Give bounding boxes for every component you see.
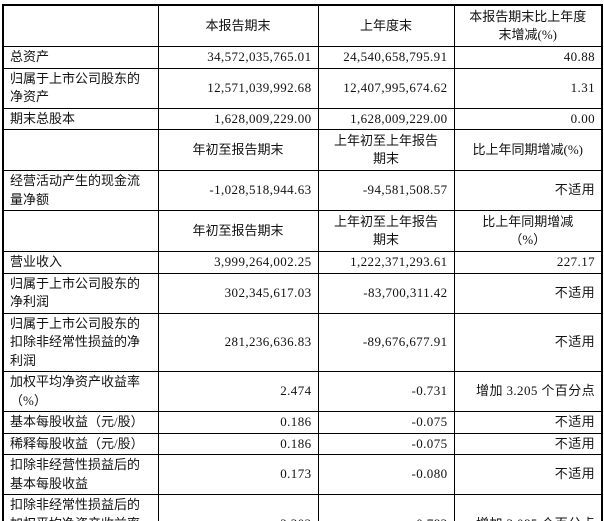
- current-period-cell: 0.186: [157, 411, 319, 434]
- change-cell: 1.31: [453, 67, 603, 109]
- prior-period-header-cell: 上年度末: [317, 4, 455, 47]
- prior-period-cell: 1,628,009,229.00: [317, 107, 455, 130]
- current-period-cell: 12,571,039,992.68: [157, 67, 319, 109]
- table-row-weighted-avg-roe-excl-nonrecurring: 扣除非经常性损益后的加权平均净资产收益率（%） 2.302 -0.783 增加 …: [2, 494, 603, 521]
- change-cell: 227.17: [453, 251, 603, 274]
- current-period-cell: 281,236,636.83: [157, 312, 319, 372]
- prior-period-cell: 24,540,658,795.91: [317, 46, 455, 69]
- table-row-total-shares: 期末总股本 1,628,009,229.00 1,628,009,229.00 …: [2, 107, 603, 130]
- row-label-cell: 基本每股收益（元/股）: [2, 411, 159, 434]
- header-row: 年初至报告期末 上年初至上年报告 期末 比上年同期增减 （%）: [2, 210, 603, 252]
- change-cell: 不适用: [453, 272, 603, 314]
- row-label-cell: [2, 4, 159, 47]
- prior-period-cell: -0.075: [317, 432, 455, 455]
- change-cell: 40.88: [453, 46, 603, 69]
- change-cell: 不适用: [453, 432, 603, 455]
- current-period-header-cell: 年初至报告期末: [157, 210, 319, 252]
- table-row-basic-eps-excl-nonrecurring: 扣除非经营性损益后的基本每股收益 0.173 -0.080 不适用: [2, 454, 603, 495]
- table-row-net-assets: 归属于上市公司股东的净资产 12,571,039,992.68 12,407,9…: [2, 67, 603, 109]
- row-label-cell: 加权平均净资产收益率（%）: [2, 371, 159, 412]
- current-period-header-cell: 年初至报告期末: [157, 129, 319, 171]
- current-period-cell: 2.302: [157, 494, 319, 521]
- current-period-cell: 0.186: [157, 432, 319, 455]
- table-row-total-assets: 总资产 34,572,035,765.01 24,540,658,795.91 …: [2, 46, 603, 69]
- prior-period-header-cell: 上年初至上年报告 期末: [317, 129, 455, 171]
- current-period-cell: 302,345,617.03: [157, 272, 319, 314]
- row-label-cell: 扣除非经营性损益后的基本每股收益: [2, 454, 159, 495]
- change-cell: 不适用: [453, 170, 603, 211]
- row-label-cell: [2, 129, 159, 171]
- row-label-cell: 扣除非经常性损益后的加权平均净资产收益率（%）: [2, 494, 159, 521]
- table-row-basic-eps: 基本每股收益（元/股） 0.186 -0.075 不适用: [2, 411, 603, 434]
- table-row-revenue: 营业收入 3,999,264,002.25 1,222,371,293.61 2…: [2, 251, 603, 274]
- prior-period-header-cell: 上年初至上年报告 期末: [317, 210, 455, 252]
- change-cell: 0.00: [453, 107, 603, 130]
- table-row-weighted-avg-roe: 加权平均净资产收益率（%） 2.474 -0.731 增加 3.205 个百分点: [2, 371, 603, 412]
- change-cell: 不适用: [453, 454, 603, 495]
- prior-period-cell: 12,407,995,674.62: [317, 67, 455, 109]
- current-period-cell: 3,999,264,002.25: [157, 251, 319, 274]
- change-cell: 不适用: [453, 411, 603, 434]
- table-row-net-profit: 归属于上市公司股东的净利润 302,345,617.03 -83,700,311…: [2, 272, 603, 314]
- current-period-cell: 0.173: [157, 454, 319, 495]
- change-header-cell: 本报告期末比上年度 末增减(%): [453, 4, 603, 47]
- table-row-diluted-eps: 稀释每股收益（元/股） 0.186 -0.075 不适用: [2, 432, 603, 455]
- change-cell: 不适用: [453, 312, 603, 372]
- row-label-cell: 经营活动产生的现金流量净额: [2, 170, 159, 211]
- header-row: 本报告期末 上年度末 本报告期末比上年度 末增减(%): [2, 4, 603, 47]
- current-period-cell: 34,572,035,765.01: [157, 46, 319, 69]
- change-cell: 增加 3.085 个百分点: [453, 494, 603, 521]
- current-period-cell: 1,628,009,229.00: [157, 107, 319, 130]
- table-row-net-profit-excl-nonrecurring: 归属于上市公司股东的扣除非经常性损益的净利润 281,236,636.83 -8…: [2, 312, 603, 372]
- prior-period-cell: -94,581,508.57: [317, 170, 455, 211]
- table-row-operating-cash-flow: 经营活动产生的现金流量净额 -1,028,518,944.63 -94,581,…: [2, 170, 603, 211]
- prior-period-cell: -0.783: [317, 494, 455, 521]
- prior-period-cell: -83,700,311.42: [317, 272, 455, 314]
- current-period-header-cell: 本报告期末: [157, 4, 319, 47]
- row-label-cell: 总资产: [2, 46, 159, 69]
- row-label-cell: 归属于上市公司股东的净资产: [2, 67, 159, 109]
- change-header-cell: 比上年同期增减(%): [453, 129, 603, 171]
- row-label-cell: 营业收入: [2, 251, 159, 274]
- row-label-cell: [2, 210, 159, 252]
- current-period-cell: -1,028,518,944.63: [157, 170, 319, 211]
- change-cell: 增加 3.205 个百分点: [453, 371, 603, 412]
- row-label-cell: 稀释每股收益（元/股）: [2, 432, 159, 455]
- prior-period-cell: -0.731: [317, 371, 455, 412]
- change-header-cell: 比上年同期增减 （%）: [453, 210, 603, 252]
- prior-period-cell: -0.080: [317, 454, 455, 495]
- row-label-cell: 期末总股本: [2, 107, 159, 130]
- prior-period-cell: -0.075: [317, 411, 455, 434]
- row-label-cell: 归属于上市公司股东的扣除非经常性损益的净利润: [2, 312, 159, 372]
- prior-period-cell: 1,222,371,293.61: [317, 251, 455, 274]
- prior-period-cell: -89,676,677.91: [317, 312, 455, 372]
- header-row: 年初至报告期末 上年初至上年报告 期末 比上年同期增减(%): [2, 129, 603, 171]
- row-label-cell: 归属于上市公司股东的净利润: [2, 272, 159, 314]
- current-period-cell: 2.474: [157, 371, 319, 412]
- financial-summary-table: 本报告期末 上年度末 本报告期末比上年度 末增减(%) 总资产 34,572,0…: [2, 4, 603, 521]
